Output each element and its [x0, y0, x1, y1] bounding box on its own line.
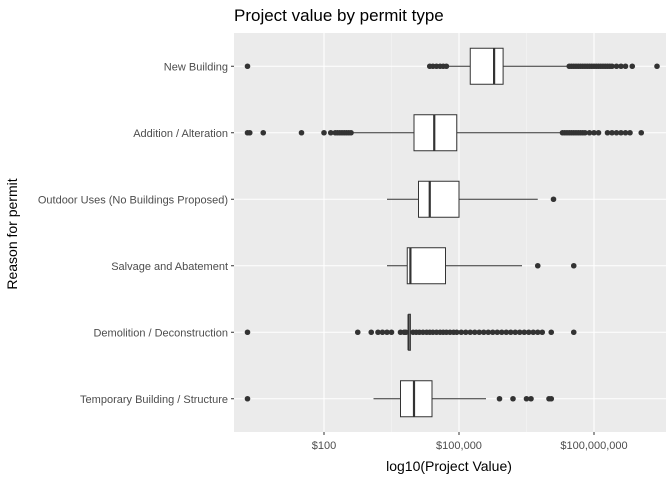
box-5 — [244, 313, 577, 351]
outlier-point — [244, 329, 251, 336]
outlier-point — [485, 329, 492, 336]
outlier-point — [629, 63, 636, 70]
box-1 — [244, 47, 660, 85]
outlier-point — [494, 329, 501, 336]
box-iqr — [400, 380, 433, 418]
outlier-point — [321, 129, 327, 136]
y-tick-label: Outdoor Uses (No Buildings Proposed) — [38, 194, 228, 206]
outlier-point — [604, 129, 611, 136]
outlier-point — [348, 129, 354, 136]
outlier-point — [523, 395, 530, 402]
outlier-point — [582, 129, 588, 136]
outlier-point — [384, 329, 390, 336]
outlier-point — [591, 129, 597, 136]
outlier-point — [638, 129, 645, 136]
outlier-point — [354, 329, 361, 336]
outlier-point — [595, 129, 602, 136]
box-4 — [387, 247, 577, 285]
outlier-point — [244, 63, 251, 70]
outlier-point — [550, 196, 557, 203]
outlier-point — [458, 329, 465, 336]
outlier-point — [443, 63, 450, 70]
y-tick-label: New Building — [164, 61, 228, 73]
outlier-point — [489, 329, 496, 336]
y-tick-label: Salvage and Abatement — [111, 261, 228, 273]
y-axis-ticks: New Building Addition / Alteration Outdoor… — [38, 61, 234, 406]
outlier-point — [375, 329, 381, 336]
outlier-point — [609, 129, 615, 136]
outlier-point — [534, 262, 541, 269]
outlier-point — [467, 329, 474, 336]
outlier-point — [512, 329, 519, 336]
outlier-point — [622, 63, 629, 70]
outlier-point — [618, 129, 624, 136]
chart-title: Project value by permit type — [234, 6, 444, 25]
outlier-point — [525, 329, 532, 336]
box-6 — [244, 380, 555, 418]
outlier-point — [530, 329, 537, 336]
box-3 — [387, 180, 557, 218]
outlier-point — [507, 329, 514, 336]
x-axis-title: log10(Project Value) — [386, 458, 512, 474]
outlier-point — [403, 329, 409, 336]
outlier-point — [480, 329, 487, 336]
outlier-point — [570, 329, 577, 336]
plot-panel — [234, 33, 666, 432]
outlier-point — [379, 329, 386, 336]
outlier-point — [388, 329, 395, 336]
outlier-point — [510, 395, 516, 402]
x-axis-ticks: $100 $100,000 $100,000,000 — [312, 432, 628, 452]
outlier-point — [622, 129, 629, 136]
outlier-point — [516, 329, 523, 336]
box-iqr — [418, 180, 460, 218]
outlier-point — [260, 129, 267, 136]
outlier-point — [462, 329, 469, 336]
outlier-point — [534, 329, 541, 336]
outlier-point — [503, 329, 510, 336]
outlier-point — [521, 329, 528, 336]
outlier-point — [244, 395, 251, 402]
box-iqr — [406, 247, 446, 285]
outlier-point — [613, 63, 620, 70]
outlier-point — [453, 329, 460, 336]
outlier-point — [496, 395, 503, 402]
y-tick-label: Addition / Alteration — [133, 128, 228, 140]
box-2 — [244, 114, 645, 152]
y-tick-label: Demolition / Deconstruction — [93, 327, 228, 339]
outlier-point — [327, 129, 334, 136]
outlier-point — [298, 129, 305, 136]
outlier-point — [609, 63, 615, 70]
outlier-point — [528, 395, 534, 402]
outlier-point — [618, 63, 624, 70]
outlier-point — [570, 262, 577, 269]
outlier-point — [368, 329, 375, 336]
x-tick-label: $100 — [312, 440, 336, 452]
y-axis-title: Reason for permit — [4, 178, 20, 289]
y-tick-label: Temporary Building / Structure — [80, 394, 228, 406]
boxes-layer — [244, 47, 660, 418]
outlier-point — [613, 129, 620, 136]
outlier-point — [586, 129, 593, 136]
outlier-point — [471, 329, 478, 336]
box-iqr — [413, 114, 458, 152]
outlier-point — [627, 129, 633, 136]
outlier-point — [548, 395, 555, 402]
box-iqr — [469, 47, 504, 85]
outlier-point — [246, 129, 253, 136]
outlier-point — [498, 329, 505, 336]
x-tick-label: $100,000 — [436, 440, 482, 452]
outlier-point — [476, 329, 483, 336]
outlier-point — [654, 63, 660, 70]
outlier-point — [539, 329, 546, 336]
x-tick-label: $100,000,000 — [560, 440, 627, 452]
outlier-point — [548, 329, 555, 336]
